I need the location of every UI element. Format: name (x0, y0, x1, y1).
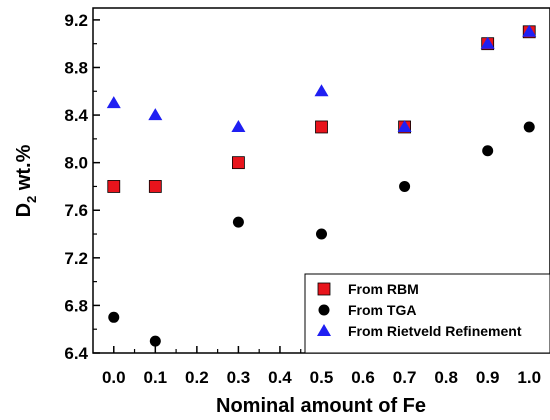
tga-point (482, 145, 494, 157)
y-tick-label: 8.8 (64, 58, 88, 77)
rbm-point (232, 156, 245, 170)
legend-swatch-tga (318, 304, 330, 316)
rietveld-point (480, 36, 495, 49)
rietveld-point (314, 84, 329, 97)
tga-point (316, 228, 327, 240)
x-tick-label: 0.5 (310, 368, 334, 387)
x-tick-label: 0.7 (393, 368, 417, 387)
rietveld-point (231, 119, 246, 132)
y-tick-label: 6.4 (64, 344, 88, 363)
y-tick-label: 7.6 (64, 201, 88, 220)
legend: From RBM From TGA From Rietveld Refineme… (304, 273, 550, 354)
y-tick-label: 8.4 (64, 106, 88, 125)
rietveld-point (522, 24, 537, 37)
tga-point (149, 335, 161, 347)
legend-label-rietveld: From Rietveld Refinement (348, 323, 522, 339)
tga-point (232, 216, 244, 228)
y-tick-label: 9.2 (64, 11, 88, 30)
x-tick-label: 0.4 (268, 368, 292, 387)
legend-label-rbm: From RBM (348, 281, 419, 297)
x-axis: 0.0 0.1 0.2 0.3 0.4 0.5 0.6 0.7 0.8 0.9 1.0 (102, 346, 541, 387)
tga-point (108, 311, 120, 323)
y-axis-title-subscript: 2 (24, 196, 39, 203)
rietveld-point (397, 119, 412, 132)
legend-label-tga: From TGA (348, 302, 416, 318)
x-tick-label: 0.0 (102, 368, 126, 387)
x-axis-title: Nominal amount of Fe (216, 395, 426, 417)
x-tick-label: 1.0 (517, 368, 541, 387)
tga-point (399, 180, 411, 192)
legend-box (304, 273, 550, 354)
x-tick-label: 0.6 (351, 368, 375, 387)
rbm-point (107, 180, 121, 193)
tga-point (523, 121, 535, 133)
y-axis-title: D2 wt.% (13, 144, 39, 217)
y-tick-label: 7.2 (64, 249, 88, 268)
legend-swatch-rietveld (317, 324, 331, 336)
legend-swatch-rbm (317, 282, 331, 296)
y-axis-title-unit: wt.% (13, 144, 35, 195)
x-tick-label: 0.9 (476, 368, 500, 387)
y-tick-label: 8.0 (64, 154, 88, 173)
x-tick-label: 0.8 (434, 368, 458, 387)
y-tick-label: 6.8 (64, 296, 88, 315)
rbm-point (148, 180, 162, 193)
x-tick-label: 0.3 (227, 368, 251, 387)
data-markers (106, 24, 537, 347)
rietveld-point (106, 96, 121, 109)
rbm-point (315, 120, 328, 134)
x-tick-label: 0.1 (143, 368, 167, 387)
x-tick-label: 0.2 (185, 368, 209, 387)
y-axis-title-main: D (13, 203, 35, 217)
legend-swatches (317, 282, 331, 336)
rietveld-point (148, 108, 163, 121)
y-axis: 6.4 6.8 7.2 7.6 8.0 8.4 8.8 9.2 (64, 11, 100, 363)
